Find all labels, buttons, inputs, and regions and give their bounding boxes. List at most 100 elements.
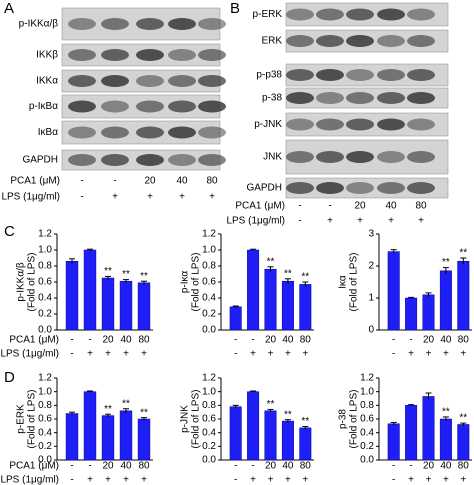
bar — [83, 249, 97, 331]
x-tick-label: 20 — [102, 335, 114, 346]
blot-band — [168, 75, 196, 87]
blot-band — [168, 100, 196, 113]
blot-band — [286, 151, 314, 163]
lps-label: + — [460, 349, 466, 360]
panel-label: C — [4, 223, 15, 240]
blot-band — [68, 75, 96, 87]
bar — [101, 415, 115, 461]
lps-label: + — [443, 475, 449, 485]
y-tick-label: 0.8 — [38, 400, 52, 411]
blot-band — [316, 8, 344, 21]
bar — [137, 418, 151, 461]
blot-row-label: JNK — [263, 152, 282, 163]
lps-label: - — [234, 475, 237, 485]
treatment-cell: + — [112, 192, 118, 203]
x-tick-label: 40 — [120, 335, 132, 346]
bar — [264, 410, 277, 461]
blot-band — [101, 75, 129, 87]
blot-row-label: IKKβ — [36, 50, 58, 61]
treatment-cell: + — [179, 192, 185, 203]
lps-label: + — [302, 475, 308, 485]
bar — [247, 391, 260, 461]
lps-label: + — [250, 349, 256, 360]
bar — [387, 423, 400, 461]
y-tick-label: 1.0 — [202, 245, 216, 256]
bar — [229, 306, 242, 331]
y-tick-label: 1 — [368, 293, 374, 304]
y-tick-label: 0.8 — [38, 261, 52, 272]
y-tick-label: 0.8 — [202, 261, 216, 272]
blot-band — [346, 69, 374, 81]
x-tick-label: - — [251, 461, 254, 472]
significance: ** — [301, 416, 309, 427]
y-tick-label: 1.2 — [38, 229, 52, 240]
x-tick-label: - — [70, 335, 73, 346]
blot-band — [316, 69, 344, 81]
y-axis-label: (Fold of LPS) — [27, 253, 38, 312]
blot-band — [377, 35, 405, 47]
blot-row-label: p-p38 — [256, 70, 282, 81]
x-tick-label: 20 — [265, 335, 277, 346]
blot-band — [198, 154, 226, 166]
blot-band — [286, 182, 314, 194]
x-tick-label: - — [70, 461, 73, 472]
bar — [405, 405, 418, 461]
y-tick-label: 0.4 — [38, 293, 52, 304]
blot-band — [407, 182, 435, 194]
panel-label: B — [230, 0, 240, 17]
blot-band — [286, 69, 314, 81]
lps-label: - — [392, 349, 395, 360]
bar — [457, 260, 470, 331]
y-tick-label: 0.0 — [360, 455, 374, 466]
blot-row-label: p-IκBα — [29, 101, 58, 112]
blot-row-label: IKKα — [36, 76, 58, 87]
blot-band — [346, 8, 374, 21]
lps-label: + — [141, 475, 147, 485]
blot-band — [286, 92, 314, 104]
y-tick-label: 2 — [368, 261, 374, 272]
treatment-cell: 80 — [415, 201, 427, 212]
blot-band — [316, 151, 344, 163]
blot-band — [68, 100, 96, 113]
treatment-cell: - — [80, 176, 83, 187]
bar — [299, 284, 312, 331]
blot-band — [136, 154, 164, 166]
lps-label: + — [460, 475, 466, 485]
y-tick-label: 0.2 — [202, 441, 216, 452]
blot-band — [286, 8, 314, 21]
bar — [247, 249, 260, 331]
blot-band — [407, 35, 435, 47]
blot-band — [286, 35, 314, 47]
blot-band — [101, 49, 129, 61]
y-tick-label: 1.0 — [38, 245, 52, 256]
y-axis-label: p-IKKα/β — [16, 262, 27, 302]
lps-label: - — [70, 475, 73, 485]
blot-band — [101, 126, 129, 139]
blot-band — [136, 75, 164, 87]
significance: ** — [284, 409, 292, 420]
blot-band — [101, 18, 129, 30]
bar — [387, 251, 400, 331]
y-axis-label: p-38 — [338, 409, 349, 429]
y-tick-label: 0.6 — [38, 414, 52, 425]
y-tick-label: 0.6 — [202, 414, 216, 425]
bar — [299, 427, 312, 461]
x-tick-label: 20 — [102, 461, 114, 472]
y-tick-label: 0.4 — [360, 427, 374, 438]
x-tick-label: - — [392, 461, 395, 472]
bar — [264, 268, 277, 331]
lps-label: + — [426, 475, 432, 485]
bar — [119, 410, 133, 461]
panel-label: D — [4, 369, 15, 386]
y-tick-label: 1.0 — [38, 386, 52, 397]
blot-band — [136, 49, 164, 61]
treatment-cell: - — [80, 192, 83, 203]
bar — [457, 424, 470, 461]
blot-band — [168, 18, 196, 30]
lps-label: + — [443, 349, 449, 360]
significance: ** — [442, 407, 450, 418]
blot-band — [198, 75, 226, 87]
y-axis-label: (Fold of LPS) — [27, 390, 38, 449]
blot-band — [101, 154, 129, 166]
